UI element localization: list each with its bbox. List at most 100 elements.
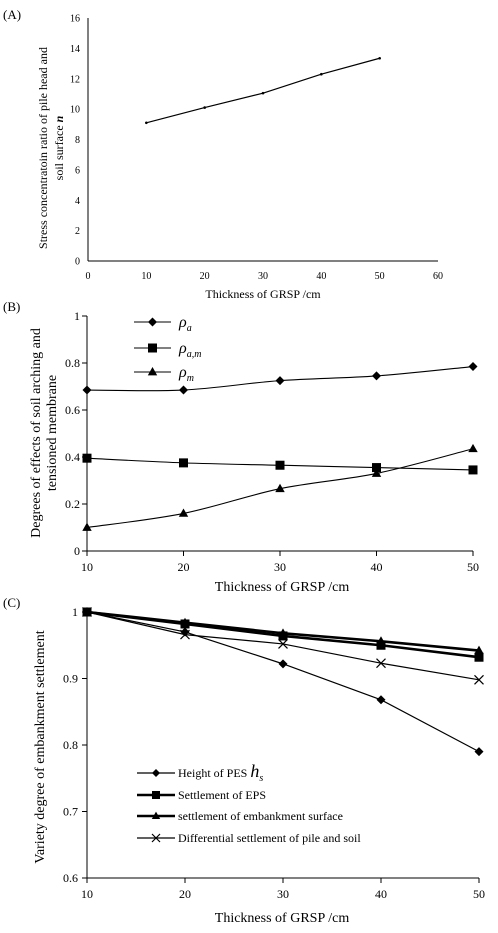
panel-b-data-point	[275, 376, 285, 386]
panel-b-data-point	[82, 453, 92, 463]
panel-c-data-point	[278, 638, 288, 649]
panel-b-data-point	[468, 465, 478, 475]
panel-a-y-tick-label: 8	[75, 135, 80, 146]
panel-c-y-tick-label: 0.9	[63, 672, 78, 686]
panel-b-y-tick-label: 0	[74, 544, 80, 558]
panel-c-data-point	[376, 640, 386, 650]
panel-b-legend-text: ρa,m	[178, 340, 201, 360]
panel-c-data-point	[82, 607, 92, 617]
panel-c-legend-text: settlement of embankment surface	[178, 809, 343, 823]
panel-c-y-tick-label: 1	[72, 605, 78, 619]
panel-c-x-tick-label: 10	[81, 887, 93, 901]
panel-a-y-tick-label: 2	[75, 226, 80, 237]
panel-a-ylabel-2-text: soil surface	[52, 122, 66, 180]
panel-c-data-point	[376, 658, 386, 669]
panel-c-data-point	[180, 629, 190, 640]
panel-c-legend-text: Height of PES hs	[178, 761, 263, 784]
panel-b-y-tick-label: 0.2	[65, 497, 80, 511]
panel-b-legend-subscript: a,m	[187, 349, 202, 360]
panel-c-x-tick-label: 30	[277, 887, 289, 901]
panel-c-legend-label: Differential settlement of pile and soil	[178, 831, 361, 845]
panel-c-legend-subscript: s	[259, 773, 263, 784]
panel-b-data-point	[275, 460, 285, 470]
panel-c-legend-text: Differential settlement of pile and soil	[178, 831, 361, 845]
panel-c-data-point	[180, 617, 190, 627]
panel-b-label: (B)	[3, 299, 20, 314]
panel-b-data-point	[275, 483, 285, 493]
panel-a-y-tick-label: 6	[75, 165, 80, 176]
panel-c-data-point	[474, 645, 484, 654]
panel-a-series-line	[146, 57, 380, 124]
panel-b-legend-symbol: ρ	[178, 364, 187, 381]
panel-a-y-tick-label: 10	[70, 105, 80, 116]
panel-a-data-point	[378, 56, 381, 60]
panel-b-x-tick-label: 50	[467, 560, 479, 574]
panel-b-x-tick-label: 20	[178, 560, 190, 574]
panel-c-y-tick-label: 0.7	[63, 805, 78, 819]
panel-a-x-tick-label: 20	[200, 271, 210, 282]
panel-a-y-tick-label: 14	[70, 44, 80, 55]
panel-c-legend-label: Height of PES	[178, 766, 250, 780]
panel-c-label: (C)	[3, 595, 20, 610]
panel-a-x-tick-label: 30	[258, 271, 268, 282]
panel-c-legend-marker	[151, 833, 161, 843]
panel-b-y-tick-label: 1	[74, 309, 80, 323]
panel-a-y-tick-label: 4	[75, 196, 80, 207]
panel-b-legend-text: ρm	[178, 364, 194, 384]
panel-c-legend-symbol: h	[250, 761, 259, 781]
panel-c-legend-marker	[151, 811, 161, 819]
panel-a-data-point	[320, 72, 323, 76]
panel-a-x-tick-label: 50	[375, 271, 385, 282]
panel-b-y-tick-label: 0.4	[65, 450, 80, 464]
panel-b-ylabel-1: Degrees of effects of soil arching and	[29, 328, 44, 538]
panel-b-data-point	[468, 362, 478, 372]
panel-a-ylabel-1: Stress concentratoin ratio of pile head …	[36, 47, 50, 249]
panel-c-data-point	[474, 747, 484, 757]
panel-a-data-point	[203, 106, 206, 109]
panel-c-x-tick-label: 50	[473, 887, 485, 901]
panel-b-xlabel: Thickness of GRSP /cm	[215, 580, 350, 595]
panel-b-data-point	[371, 468, 382, 477]
panel-b-data-point	[372, 463, 381, 473]
panel-b-data-point	[82, 522, 92, 531]
panel-b-data-point	[179, 458, 188, 468]
panel-b-legend-symbol: ρ	[178, 340, 187, 357]
panel-c-data-point	[474, 674, 484, 685]
panel-b-y-tick-label: 0.8	[65, 356, 80, 370]
panel-c-legend-label: settlement of embankment surface	[178, 809, 343, 823]
panel-c-data-point	[278, 659, 288, 669]
panel-a-y-tick-label: 0	[75, 257, 80, 268]
panel-a-ylabel-2: soil surface n	[52, 115, 66, 180]
panel-c-x-tick-label: 40	[375, 887, 387, 901]
panel-c-legend-marker	[152, 791, 160, 799]
panel-b-data-point	[178, 508, 189, 517]
panel-c-x-tick-label: 20	[179, 887, 191, 901]
panel-c-legend-text: Settlement of EPS	[178, 788, 266, 802]
panel-a-data-point	[145, 121, 148, 125]
panel-c-ylabel: Variety degree of embankment settlement	[33, 630, 48, 863]
panel-b-x-tick-label: 30	[274, 560, 286, 574]
panel-b-legend-symbol: ρ	[178, 314, 187, 331]
panel-b-data-point	[468, 443, 478, 453]
panel-b-data-point	[82, 385, 92, 395]
panel-c-data-point	[376, 636, 386, 645]
panel-a-ylabel-2-symbol: n	[52, 115, 66, 122]
panel-b-legend-marker	[147, 367, 158, 376]
panel-b-x-tick-label: 40	[371, 560, 383, 574]
panel-a-x-tick-label: 0	[86, 271, 91, 282]
panel-b-data-point	[372, 371, 381, 381]
panel-c-legend-label: Settlement of EPS	[178, 788, 266, 802]
panel-a-y-tick-label: 12	[70, 74, 80, 85]
panel-a-label: (A)	[3, 7, 21, 22]
panel-b-ylabel-2: tensioned membrane	[45, 375, 60, 491]
panel-b-x-tick-label: 10	[81, 560, 93, 574]
panel-a-x-tick-label: 60	[433, 271, 443, 282]
panel-c-data-point	[376, 695, 386, 705]
panel-b-legend-text: ρa	[178, 314, 192, 334]
panel-a-x-tick-label: 10	[141, 271, 151, 282]
panel-c-y-tick-label: 0.6	[63, 871, 78, 885]
panel-c-data-point	[278, 628, 288, 637]
panel-c-xlabel: Thickness of GRSP /cm	[215, 911, 350, 926]
